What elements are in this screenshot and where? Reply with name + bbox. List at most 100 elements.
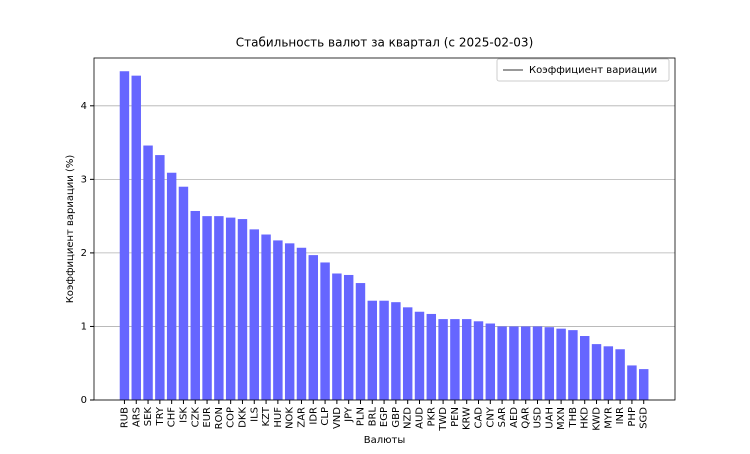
bar: [143, 145, 153, 400]
bar: [190, 210, 200, 400]
x-tick-label: DKK: [237, 407, 248, 428]
bar: [426, 313, 437, 400]
bar: [615, 349, 625, 400]
bar: [591, 344, 602, 400]
bar: [296, 247, 307, 400]
x-tick-label: KWD: [592, 407, 603, 431]
x-tick-label: PKR: [426, 407, 437, 427]
bar: [261, 234, 271, 400]
x-tick-label: MXN: [556, 407, 567, 430]
y-tick-label: 2: [81, 248, 87, 259]
x-tick-label: CHF: [167, 407, 178, 428]
x-tick-label: KRW: [462, 407, 473, 430]
bar: [237, 219, 248, 400]
x-tick-label: UAH: [544, 407, 555, 429]
x-tick-label: INR: [615, 407, 626, 424]
x-tick-label: SGD: [639, 407, 650, 429]
y-tick-label: 3: [81, 174, 87, 185]
x-tick-label: CAD: [474, 407, 485, 429]
bar: [544, 327, 555, 400]
legend-label: Коэффициент вариации: [529, 65, 657, 76]
bar: [178, 186, 189, 400]
bar: [214, 216, 224, 400]
bar: [284, 243, 295, 400]
bar: [603, 346, 614, 400]
bar: [627, 365, 637, 400]
bar: [367, 300, 378, 400]
x-tick-label: QAR: [521, 407, 532, 429]
bar: [568, 330, 578, 400]
x-tick-label: CZK: [190, 407, 201, 428]
bar: [202, 216, 212, 400]
x-tick-label: CLP: [320, 407, 331, 426]
x-tick-label: CNY: [485, 406, 496, 427]
x-tick-label: ILS: [249, 407, 260, 422]
bar: [450, 319, 460, 400]
bar: [532, 326, 543, 400]
x-tick-label: RUB: [119, 407, 130, 428]
y-tick-label: 1: [81, 321, 87, 332]
bar: [402, 307, 413, 400]
x-tick-label: GBP: [391, 407, 402, 428]
plot-frame: [93, 57, 676, 401]
bar: [497, 326, 507, 400]
bar: [520, 326, 531, 400]
x-tick-label: THB: [568, 407, 579, 429]
x-tick-label: IDR: [308, 407, 319, 425]
x-tick-label: HUF: [273, 407, 284, 428]
bar: [391, 302, 401, 400]
bar: [119, 71, 130, 400]
bar: [639, 369, 649, 400]
bar: [379, 300, 389, 400]
bar: [355, 283, 366, 400]
x-axis-label: Валюты: [364, 435, 406, 446]
bar: [249, 229, 259, 400]
x-tick-label: PLN: [355, 407, 366, 426]
x-tick-label: SEK: [143, 407, 154, 427]
bar: [461, 319, 472, 400]
x-tick-label: AUD: [414, 407, 425, 429]
x-tick-label: ISK: [178, 407, 189, 423]
bar: [438, 319, 448, 400]
legend-box: [496, 58, 670, 82]
x-tick-label: BRL: [367, 407, 378, 427]
bar: [308, 255, 318, 400]
bar: [332, 273, 342, 400]
x-tick-label: KZT: [261, 406, 272, 426]
x-tick-label: VND: [332, 407, 343, 429]
x-tick-label: USD: [533, 407, 544, 429]
bar: [320, 262, 330, 400]
bar: [485, 323, 496, 400]
x-tick-label: COP: [226, 407, 237, 428]
x-tick-label: JPY: [344, 406, 355, 423]
bar: [155, 155, 165, 400]
x-tick-label: MYR: [603, 407, 614, 429]
bar: [131, 75, 141, 400]
x-tick-label: PHP: [627, 407, 638, 427]
x-tick-label: ARS: [131, 407, 142, 427]
bar: [343, 274, 354, 400]
bar: [556, 328, 566, 400]
x-tick-label: NOK: [285, 407, 296, 429]
bar: [166, 172, 177, 400]
y-tick-label: 0: [81, 395, 87, 406]
x-tick-label: TRY: [155, 406, 166, 426]
x-tick-label: NZD: [403, 407, 414, 429]
y-tick-label: 4: [81, 101, 87, 112]
bar: [509, 326, 519, 400]
x-tick-label: EGP: [379, 407, 390, 427]
bar: [579, 336, 590, 400]
x-tick-label: AED: [509, 407, 520, 428]
y-axis-label: Коэффициент вариации (%): [65, 155, 76, 304]
x-tick-label: PEN: [450, 407, 461, 427]
bar: [414, 311, 425, 400]
chart-title: Стабильность валют за квартал (с 2025-02…: [236, 36, 534, 50]
bar: [225, 217, 236, 400]
x-tick-label: EUR: [202, 407, 213, 428]
x-tick-label: HKD: [580, 407, 591, 429]
bar: [473, 321, 484, 400]
x-tick-label: TWD: [438, 407, 449, 432]
bar: [273, 240, 283, 400]
x-tick-label: ZAR: [296, 407, 307, 428]
